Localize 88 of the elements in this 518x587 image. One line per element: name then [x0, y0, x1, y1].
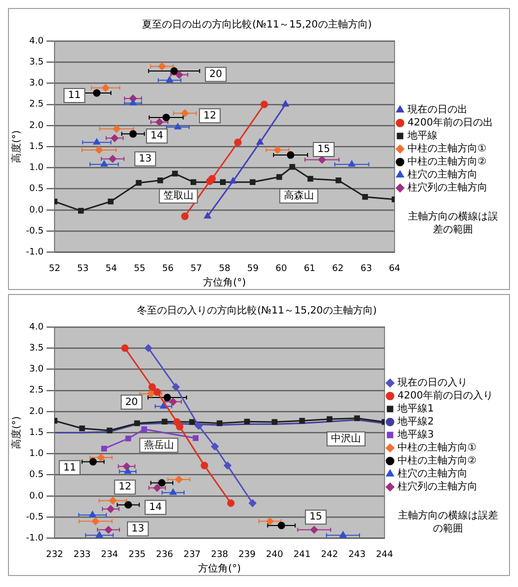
y-tick-label: 1.5: [29, 428, 44, 438]
y-tick-label: 3.0: [29, 364, 44, 375]
annotation: 笠取山: [163, 190, 194, 202]
x-tick-label: 237: [183, 550, 201, 560]
legend-label: 中柱の主軸方向②: [398, 454, 477, 467]
annotation: 14: [150, 130, 164, 142]
annotation: 15: [317, 144, 330, 156]
x-tick-label: 59: [247, 264, 259, 274]
y-tick-label: 1.0: [29, 163, 44, 174]
y-tick-label: 4.0: [29, 322, 44, 332]
y-tick-label: 2.0: [29, 120, 44, 131]
x-tick-label: 238: [210, 550, 228, 560]
x-tick-label: 53: [77, 264, 89, 274]
annotation: 高森山: [284, 190, 314, 202]
legend-label: 中柱の主軸方向①: [398, 442, 477, 454]
y-tick-label: 2.0: [29, 406, 44, 417]
y-tick-label: 1.5: [29, 142, 44, 152]
x-tick-label: 242: [320, 550, 338, 560]
annotation: 11: [63, 462, 76, 474]
x-tick-label: 239: [238, 550, 256, 560]
y-tick-label: 3.5: [29, 343, 44, 354]
x-tick-label: 240: [266, 550, 284, 560]
y-tick-label: 0.0: [29, 205, 44, 216]
legend-label: 柱穴の主軸方向: [398, 468, 468, 480]
y-tick-label: 4.0: [29, 36, 44, 46]
x-tick-label: 63: [360, 264, 372, 274]
y-tick-label: 0.5: [29, 470, 44, 480]
text: 主軸方向の横線は誤差の範囲: [408, 210, 498, 236]
legend-label: 現在の日の出: [408, 104, 468, 116]
legend-label: 柱穴列の主軸方向: [398, 480, 478, 493]
x-tick-label: 232: [46, 550, 64, 560]
annotation: 燕岳山: [144, 438, 174, 451]
y-tick-label: 3.5: [29, 57, 44, 68]
legend-label: 地平線3: [396, 428, 434, 441]
x-tick-label: 56: [162, 264, 174, 274]
y-tick-label: 2.5: [29, 100, 44, 110]
legend-label: 柱穴列の主軸方向: [408, 182, 488, 194]
x-tick-label: 57: [190, 264, 202, 274]
legend-label: 現在の日の入り: [398, 376, 468, 389]
annotation: 15: [309, 512, 322, 523]
x-tick-label: 244: [376, 550, 394, 560]
x-tick-label: 64: [388, 264, 401, 274]
annotation: 11: [68, 90, 81, 102]
y-tick-label: -0.5: [26, 512, 44, 522]
y-tick-label: 1.0: [29, 449, 44, 460]
x-tick-label: 243: [348, 550, 366, 560]
x-tick-label: 58: [218, 264, 231, 274]
x-tick-label: 61: [304, 264, 316, 274]
legend-label: 地平線1: [396, 402, 434, 415]
annotation: 中沢山: [331, 432, 362, 445]
chart-title: 夏至の日の出の方向比較(№11～15,20の主軸方向): [142, 18, 372, 31]
annotation: 20: [125, 396, 138, 408]
x-tick-label: 54: [106, 264, 118, 274]
y-tick-label: 0.5: [29, 184, 44, 194]
legend-label: 柱穴の主軸方向: [408, 168, 478, 181]
legend-label: 中柱の主軸方向①: [408, 142, 487, 155]
chart-title: 冬至の日の入りの方向比較(№11～15,20の主軸方向): [137, 304, 377, 317]
y-axis-title: 高度(°): [10, 416, 23, 450]
legend-label: 中柱の主軸方向②: [408, 156, 487, 168]
annotation: 12: [203, 110, 216, 122]
x-tick-label: 60: [275, 264, 288, 274]
annotation: 13: [138, 153, 152, 164]
x-tick-label: 235: [128, 550, 146, 560]
x-tick-label: 233: [73, 550, 91, 560]
x-axis-title: 方位角(°): [198, 562, 242, 575]
y-tick-label: 0.0: [29, 491, 44, 502]
y-tick-label: -1.0: [26, 534, 44, 544]
y-tick-label: -0.5: [26, 226, 44, 236]
y-axis-title: 高度(°): [10, 130, 23, 164]
legend-label: 地平線: [406, 130, 438, 142]
x-tick-label: 52: [48, 264, 60, 274]
x-axis-title: 方位角(°): [203, 276, 246, 289]
y-tick-label: 3.0: [29, 78, 44, 89]
x-tick-label: 62: [332, 264, 344, 274]
x-tick-label: 241: [293, 550, 311, 560]
annotation: 20: [209, 68, 222, 80]
x-tick-label: 55: [134, 264, 146, 274]
annotation: 12: [118, 482, 132, 493]
annotation: 13: [132, 524, 144, 534]
legend-label: 4200年前の日の出: [408, 116, 494, 129]
x-tick-label: 236: [156, 550, 174, 560]
annotation: 14: [149, 502, 162, 513]
text: 主軸方向の横線は誤差の範囲: [398, 510, 498, 535]
x-tick-label: 234: [100, 550, 118, 560]
legend-label: 地平線2: [396, 416, 434, 428]
y-tick-label: 2.5: [29, 386, 44, 396]
y-tick-label: -1.0: [26, 248, 44, 258]
legend-label: 4200年前の日の入り: [398, 390, 494, 402]
